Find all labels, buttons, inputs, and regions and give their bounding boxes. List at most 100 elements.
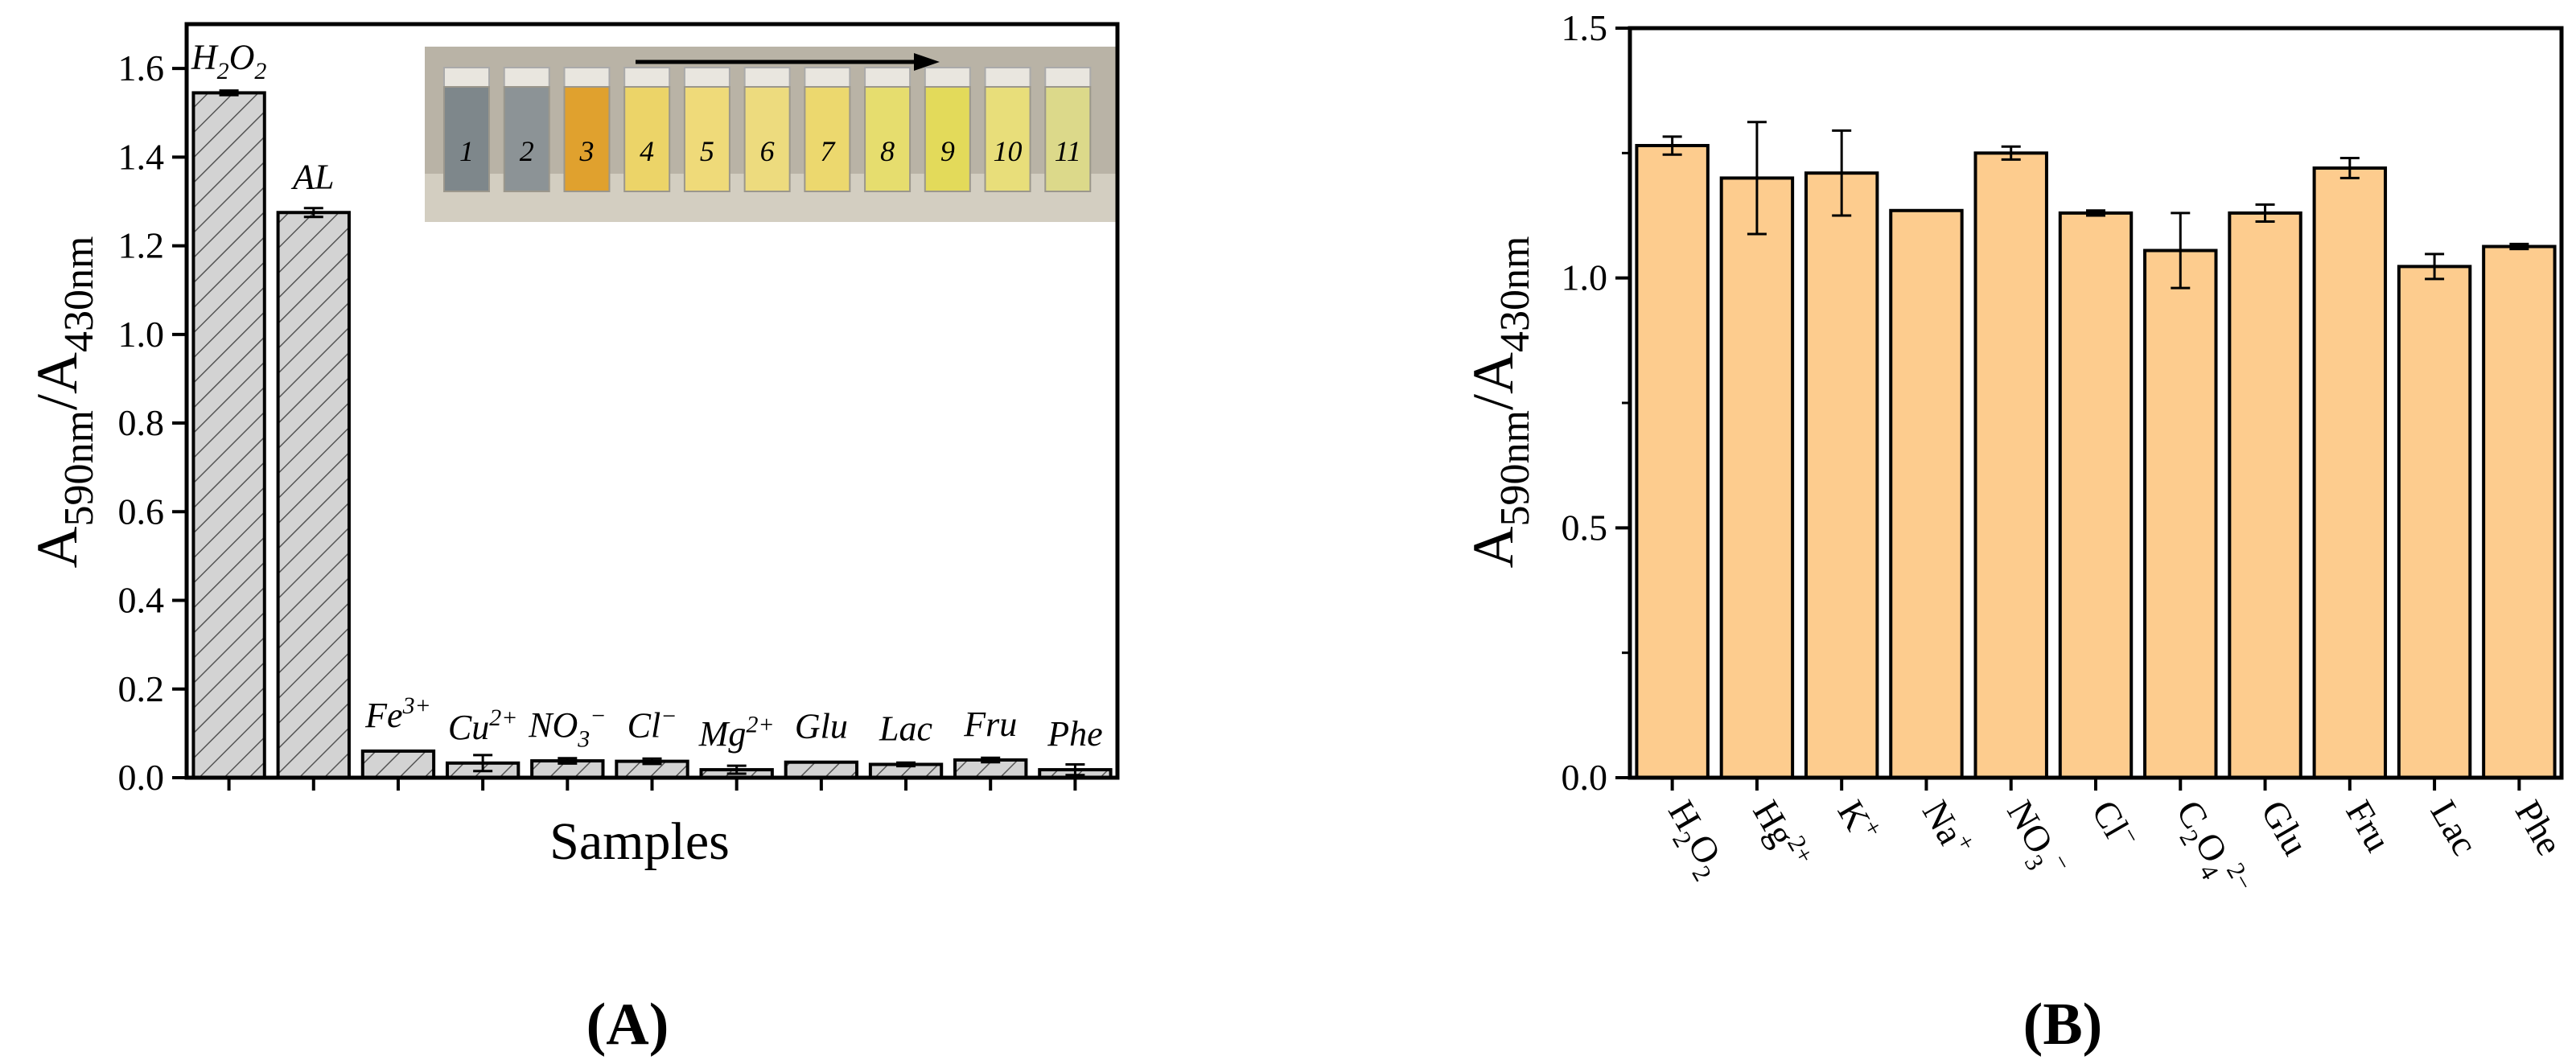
cuvette: 9 [924, 67, 971, 192]
panel-a-inset-photo: 1 2 3 4 5 6 7 8 9 10 11 [425, 47, 1118, 222]
category-label: Hg2+ [1745, 791, 1820, 876]
category-label: Lac [879, 709, 932, 748]
bar [1804, 171, 1879, 780]
cuvette: 11 [1044, 67, 1092, 192]
bar [1635, 144, 1710, 780]
bar [276, 211, 351, 779]
panel-b-axes-frame [1627, 26, 2564, 780]
y-tick-label: 0.0 [118, 757, 165, 798]
bar [2143, 249, 2218, 779]
error-bar [896, 761, 916, 768]
category-label: H2O2 [191, 37, 267, 84]
y-tick-label: 0.8 [118, 402, 165, 443]
y-tick-label: 1.2 [118, 225, 165, 266]
bar [2228, 211, 2302, 780]
category-label: K+ [1830, 791, 1889, 849]
bar [2482, 244, 2557, 780]
category-label: Cl− [628, 703, 677, 746]
error-bar [2001, 145, 2021, 161]
error-bar [981, 756, 1001, 764]
panel-a-x-axis-label: Samples [549, 812, 730, 871]
cuvette-number: 1 [459, 135, 474, 167]
error-bar [726, 764, 747, 775]
cuvette: 3 [563, 67, 611, 192]
panel-a-error-bars [219, 89, 1085, 777]
category-label: Fe3+ [364, 692, 431, 735]
category-label: Phe [2508, 794, 2571, 862]
error-bar [2171, 212, 2191, 290]
category-label: AL [290, 157, 334, 196]
cuvette: 1 [443, 67, 490, 192]
category-label: Fru [963, 705, 1017, 744]
panel-b-label: (B) [2023, 992, 2103, 1058]
category-label: Cl− [2084, 791, 2147, 857]
cuvette: 4 [623, 67, 671, 192]
bar [1973, 151, 2048, 780]
cuvette: 5 [683, 67, 730, 192]
panel-a-y-axis: 0.0 0.2 0.4 0.6 0.8 1.0 1.2 1.4 1.6 [118, 47, 1077, 798]
cuvette-number: 4 [640, 135, 654, 167]
category-label: Lac [2422, 794, 2486, 862]
category-label: Glu [2253, 794, 2317, 862]
cuvette-number: 8 [880, 135, 895, 167]
category-label: Cu2+ [448, 705, 518, 747]
bar [2058, 211, 2134, 780]
bar [2397, 265, 2472, 780]
y-tick-label: 1.0 [1562, 257, 1608, 298]
category-label: Mg2+ [698, 711, 775, 754]
error-bar [2425, 253, 2445, 281]
y-tick-label: 1.6 [118, 47, 165, 88]
bar [784, 760, 859, 779]
y-tick-label: 1.4 [118, 136, 165, 177]
y-tick-label: 0.5 [1562, 507, 1608, 548]
cuvette-number: 9 [940, 135, 955, 167]
category-label: C2O42− [2162, 791, 2259, 907]
y-tick-label: 1.5 [1562, 7, 1608, 48]
bar [2312, 166, 2388, 779]
panel-b-bars [1635, 144, 2557, 780]
panel-b-y-axis-label: A590nm/A430nm [1461, 236, 1538, 569]
error-bar [1662, 135, 1682, 156]
panel-a-y-axis-label: A590nm/A430nm [25, 236, 102, 569]
cuvette-number: 7 [820, 135, 836, 167]
cuvette: 8 [864, 67, 911, 192]
y-tick-label: 0.4 [118, 580, 165, 621]
panel-b-error-bars [1662, 121, 2529, 290]
error-bar [1065, 762, 1085, 777]
bar [1719, 176, 1795, 779]
cuvette-number: 3 [578, 135, 594, 167]
panel-a-axes-frame [184, 22, 1120, 780]
y-tick-label: 0.6 [118, 491, 165, 532]
cuvette: 6 [743, 67, 791, 192]
error-bar [303, 207, 323, 219]
cuvette-number: 11 [1055, 135, 1081, 167]
category-label: NO3− [1993, 791, 2078, 887]
error-bar [558, 757, 578, 765]
panel-a-label: (A) [586, 992, 669, 1058]
error-bar [1747, 121, 1767, 236]
category-label: Fru [2338, 794, 2399, 859]
cuvette-number: 6 [760, 135, 775, 167]
category-label: NO3− [528, 702, 606, 752]
error-bar [1832, 129, 1852, 217]
error-bar [642, 757, 662, 766]
panel-b-y-axis: 0.0 0.5 1.0 1.5 [1562, 7, 2521, 798]
bar [191, 91, 266, 779]
error-bar [2509, 242, 2529, 251]
cuvette-number: 10 [994, 135, 1023, 167]
error-bar [2086, 209, 2105, 217]
category-label: H2O2 [1653, 794, 1735, 886]
cuvette: 2 [503, 67, 550, 192]
cuvette: 7 [804, 67, 851, 192]
panel-a: 0.0 0.2 0.4 0.6 0.8 1.0 1.2 1.4 1.6 H2O2 AL Fe3+ Cu… [25, 22, 1120, 1058]
error-bar [219, 89, 239, 97]
cuvette-number: 5 [700, 135, 714, 167]
arrow-icon [636, 53, 940, 71]
error-bar [2339, 157, 2360, 179]
cuvette-number: 2 [520, 135, 534, 167]
category-label: Glu [795, 707, 848, 746]
bar [1889, 208, 1964, 779]
